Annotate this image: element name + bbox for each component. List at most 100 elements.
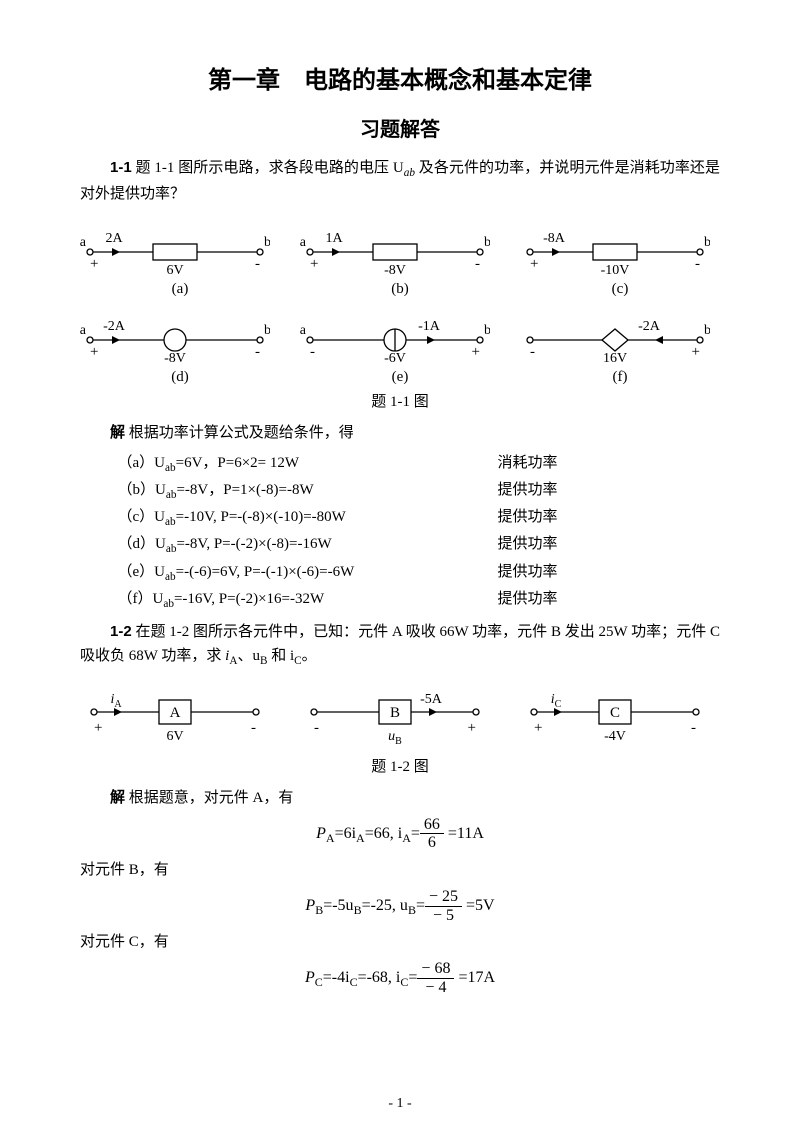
eq-sub: C (350, 975, 358, 989)
ic-sub: C (294, 655, 302, 667)
equation-C: PC=-4iC=-68, iC=− 68− 4 =17A (80, 960, 720, 996)
solution-row-eq: （e）Uab=-(-6)=6V, P=-(-1)×(-6)=-6W (118, 560, 498, 587)
eq-sub: A (356, 831, 365, 845)
eq-sym: P (316, 825, 326, 842)
svg-text:b: b (264, 323, 270, 338)
denominator: − 5 (425, 907, 462, 925)
fraction: − 68− 4 (417, 960, 454, 996)
problem-label: 1-1 (110, 159, 132, 176)
svg-text:-: - (310, 344, 315, 360)
solution-1-2-B: 对元件 B，有 (80, 858, 720, 882)
fraction: 666 (420, 816, 444, 852)
svg-text:-2A: -2A (638, 319, 661, 334)
solution-row-eq: （c）Uab=-10V, P=-(-8)×(-10)=-80W (118, 505, 498, 532)
sep: 、u (237, 648, 260, 664)
svg-text:-8V: -8V (384, 263, 406, 278)
svg-text:16V: 16V (603, 351, 627, 366)
svg-text:iA: iA (110, 692, 122, 710)
circuit-caption: (e) (300, 369, 500, 386)
circuit-(a): 2A a b + - 6V (a) (80, 220, 280, 298)
solution-row-eq: （f）Uab=-16V, P=(-2)×16=-32W (118, 587, 498, 614)
eq-sym: P (305, 969, 315, 986)
solution-row-eq: （d）Uab=-8V, P=-(-2)×(-8)=-16W (118, 532, 498, 559)
section-subtitle: 习题解答 (80, 113, 720, 142)
denominator: 6 (420, 834, 444, 852)
eq-text: = (416, 897, 425, 914)
svg-text:+: + (468, 720, 476, 736)
eq-sub: B (408, 903, 416, 917)
eq-text: =-25, u (362, 897, 408, 914)
svg-text:1A: 1A (325, 231, 343, 246)
svg-text:-5A: -5A (420, 692, 443, 707)
circuit-caption: (b) (300, 281, 500, 298)
solution-label: 解 (110, 424, 125, 441)
svg-text:+: + (692, 344, 700, 360)
problem-label: 1-2 (110, 623, 132, 640)
svg-text:-: - (255, 344, 260, 360)
eq-text: =-68, i (358, 969, 401, 986)
circuit2-B: B -5A - + uB (300, 684, 500, 751)
svg-text:B: B (390, 705, 400, 721)
problem-text: 在题 1-2 图所示各元件中，已知：元件 A 吸收 66W 功率，元件 B 发出… (80, 624, 720, 664)
svg-text:b: b (704, 323, 710, 338)
svg-text:a: a (300, 235, 307, 250)
eq-text: =11A (444, 825, 484, 842)
svg-text:+: + (530, 256, 538, 272)
svg-text:A: A (170, 705, 181, 721)
solution-lead: 根据题意，对元件 A，有 (125, 790, 293, 806)
solution-row-type: 提供功率 (498, 505, 721, 532)
problem-1-1: 1-1 题 1-1 图所示电路，求各段电路的电压 Uab 及各元件的功率，并说明… (80, 156, 720, 206)
svg-text:-6V: -6V (384, 351, 406, 366)
svg-text:-: - (251, 720, 256, 736)
solution-row-type: 提供功率 (498, 587, 721, 614)
circuit2-A: A iA + - 6V (80, 684, 280, 751)
solution-row-type: 提供功率 (498, 560, 721, 587)
fraction: − 25− 5 (425, 888, 462, 924)
solution-row-type: 提供功率 (498, 532, 721, 559)
svg-text:-: - (314, 720, 319, 736)
eq-sub: B (354, 903, 362, 917)
svg-text:-8A: -8A (543, 231, 566, 246)
eq-sub: A (326, 831, 335, 845)
svg-text:a: a (300, 323, 307, 338)
figure-1-1-caption: 题 1-1 图 (80, 390, 720, 411)
solution-1-1-grid: （a）Uab=6V，P=6×2= 12W消耗功率（b）Uab=-8V，P=1×(… (118, 451, 721, 614)
eq-text: =-5u (323, 897, 353, 914)
svg-text:-: - (530, 344, 535, 360)
circuit2-C: C iC + - -4V (520, 684, 720, 751)
equation-A: PA=6iA=66, iA=666 =11A (80, 816, 720, 852)
svg-text:-: - (695, 256, 700, 272)
svg-text:-8V: -8V (164, 351, 186, 366)
eq-sub: C (315, 975, 323, 989)
svg-text:uB: uB (388, 729, 402, 746)
eq-sym: P (305, 897, 315, 914)
solution-row-eq: （a）Uab=6V，P=6×2= 12W (118, 451, 498, 478)
solution-label: 解 (110, 789, 125, 806)
svg-text:6V: 6V (166, 729, 183, 744)
numerator: − 68 (417, 960, 454, 979)
svg-text:-2A: -2A (103, 319, 126, 334)
problem-1-2: 1-2 在题 1-2 图所示各元件中，已知：元件 A 吸收 66W 功率，元件 … (80, 620, 720, 670)
solution-row-type: 消耗功率 (498, 451, 721, 478)
svg-text:a: a (80, 235, 87, 250)
solution-row-type: 提供功率 (498, 478, 721, 505)
solution-1-1-lead: 解 根据功率计算公式及题给条件，得 (80, 421, 720, 445)
svg-text:2A: 2A (105, 231, 123, 246)
numerator: 66 (420, 816, 444, 835)
svg-text:+: + (534, 720, 542, 736)
page-number: - 1 - (0, 1096, 800, 1112)
svg-text:b: b (704, 235, 710, 250)
eq-text: = (408, 969, 417, 986)
figure-1-1: 2A a b + - 6V (a) 1A a b + - -8V (b) -8A… (80, 220, 720, 386)
svg-text:-10V: -10V (601, 263, 630, 278)
eq-text: =5V (462, 897, 495, 914)
svg-text:-: - (691, 720, 696, 736)
solution-row-eq: （b）Uab=-8V，P=1×(-8)=-8W (118, 478, 498, 505)
eq-sub: A (402, 831, 411, 845)
eq-text: = (411, 825, 420, 842)
svg-text:-4V: -4V (604, 729, 626, 744)
solution-1-2-C: 对元件 C，有 (80, 930, 720, 954)
svg-text:C: C (610, 705, 620, 721)
solution-1-2-A: 解 根据题意，对元件 A，有 (80, 786, 720, 810)
eq-text: =66, i (365, 825, 402, 842)
